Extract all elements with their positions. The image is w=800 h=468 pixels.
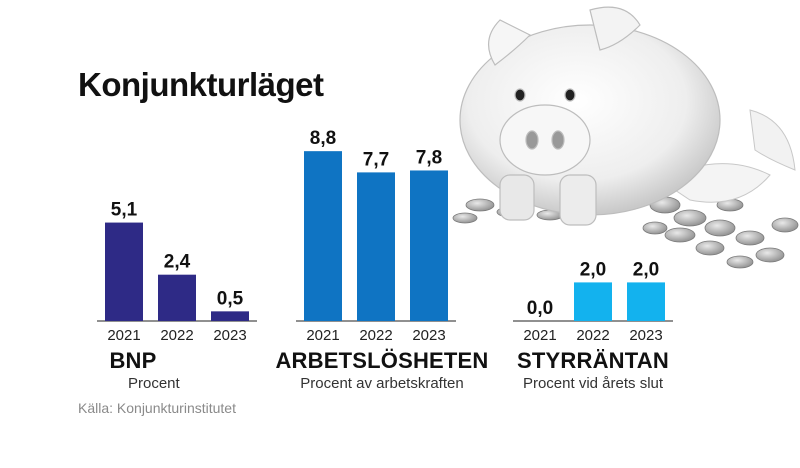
styrrantan-value-label-2023: 2,0 <box>633 259 659 280</box>
arbetsloshet-tick-label-2023: 2023 <box>412 327 445 344</box>
arbetsloshet-tick-label-2021: 2021 <box>306 327 339 344</box>
arbetsloshet-tick-label-2022: 2022 <box>359 327 392 344</box>
page-title: Konjunkturläget <box>78 66 324 103</box>
bnp-bar-2023 <box>211 311 249 321</box>
arbetsloshet-subtitle: Procent av arbetskraften <box>300 375 464 392</box>
bnp-heading: BNP <box>109 348 157 373</box>
styrrantan-subtitle: Procent vid årets slut <box>522 375 664 392</box>
arbetsloshet-bar-2023 <box>410 170 448 321</box>
bnp-tick-label-2021: 2021 <box>107 327 140 344</box>
source-note: Källa: Konjunkturinstitutet <box>78 400 236 416</box>
arbetsloshet-value-label-2021: 8,8 <box>310 128 336 149</box>
styrrantan-heading: STYRRÄNTAN <box>517 348 669 373</box>
styrrantan-value-label-2021: 0,0 <box>527 298 553 319</box>
styrrantan-value-label-2022: 2,0 <box>580 259 606 280</box>
styrrantan-bar-2022 <box>574 282 612 321</box>
bnp-bar-2022 <box>158 274 196 321</box>
bnp-subtitle: Procent <box>128 375 180 392</box>
arbetsloshet-bar-2022 <box>357 172 395 321</box>
arbetsloshet-value-label-2022: 7,7 <box>363 149 389 170</box>
bnp-tick-label-2022: 2022 <box>160 327 193 344</box>
arbetsloshet-heading: ARBETSLÖSHETEN <box>275 348 489 373</box>
styrrantan-tick-label-2021: 2021 <box>523 327 556 344</box>
piggy-bank-illustration <box>452 6 799 269</box>
styrrantan-bar-2023 <box>627 282 665 321</box>
styrrantan-tick-label-2022: 2022 <box>576 327 609 344</box>
piggy-bank <box>459 6 721 226</box>
bnp-bar-2021 <box>105 222 143 321</box>
bnp-value-label-2022: 2,4 <box>164 252 191 273</box>
arbetsloshet-value-label-2023: 7,8 <box>416 147 442 168</box>
styrrantan-tick-label-2023: 2023 <box>629 327 662 344</box>
bnp-tick-label-2023: 2023 <box>213 327 246 344</box>
bnp-value-label-2023: 0,5 <box>217 288 244 309</box>
bnp-value-label-2021: 5,1 <box>111 200 138 221</box>
arbetsloshet-bar-2021 <box>304 151 342 321</box>
